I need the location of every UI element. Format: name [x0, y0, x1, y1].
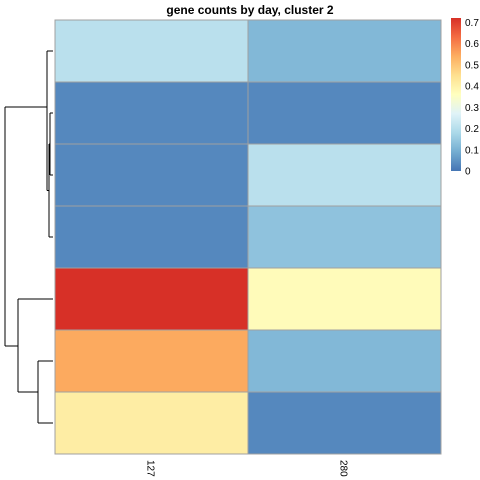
- heatmap-cell: [54, 391, 249, 455]
- heatmap-cell: [247, 81, 442, 145]
- chart-title: gene counts by day, cluster 2: [166, 3, 333, 17]
- heatmap-cell: [247, 19, 442, 83]
- legend-tick-label: 0.7: [465, 18, 479, 29]
- column-label: 280: [338, 460, 349, 477]
- color-legend: 0 0.1 0.2 0.3 0.4 0.5 0.6 0.7: [451, 18, 479, 178]
- heatmap-cell: [54, 143, 249, 207]
- column-label: 127: [145, 460, 156, 477]
- heatmap-cell: [247, 205, 442, 269]
- legend-tick-label: 0.6: [465, 39, 479, 50]
- heatmap-cell: [247, 329, 442, 393]
- legend-tick-label: 0.3: [465, 103, 479, 114]
- legend-tick-label: 0.4: [465, 82, 479, 93]
- heatmap-cell: [54, 205, 249, 269]
- heatmap-cell: [247, 391, 442, 455]
- heatmap-cell: [54, 81, 249, 145]
- legend-tick-label: 0.1: [465, 145, 479, 156]
- legend-tick-label: 0.2: [465, 124, 479, 135]
- heatmap-cell: [54, 329, 249, 393]
- heatmap-cell: [247, 267, 442, 331]
- column-labels: 127 280: [145, 460, 349, 477]
- legend-tick-label: 0.5: [465, 60, 479, 71]
- row-dendrogram: [4, 50, 53, 424]
- heatmap-cell: [247, 143, 442, 207]
- heatmap-cell: [54, 19, 249, 83]
- heatmap-cells: [54, 19, 442, 455]
- legend-tick-label: 0: [465, 167, 471, 178]
- legend-color-bar: [451, 18, 461, 171]
- heatmap-cell: [54, 267, 249, 331]
